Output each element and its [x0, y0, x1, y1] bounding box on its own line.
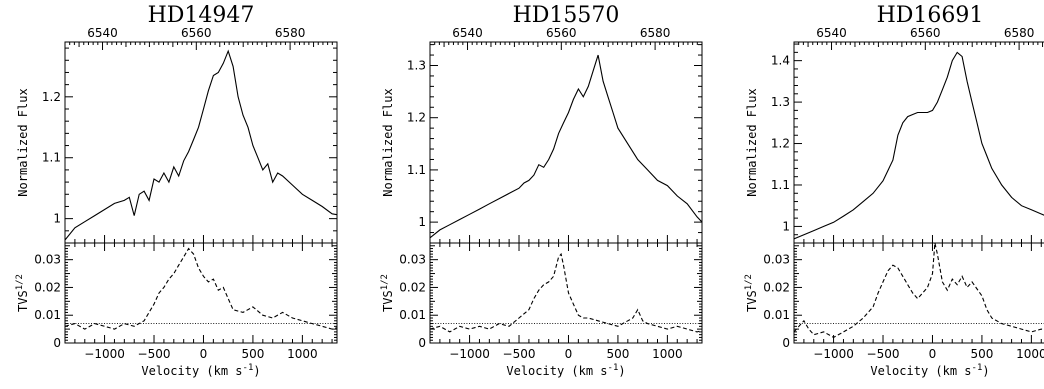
x-tick-label: −500: [138, 347, 171, 361]
y-tick-label: 1: [53, 212, 61, 226]
tvs-tick-label: 0: [418, 336, 426, 350]
flux-line: [65, 49, 337, 241]
x-tick-label: −1000: [84, 347, 125, 361]
y-tick-label: 1.1: [407, 163, 426, 177]
tvs-line: [65, 247, 337, 330]
y-tick-label: 1.2: [42, 90, 61, 104]
y-axis-label: Normalized Flux: [745, 88, 759, 196]
chart-title: HD16691: [877, 3, 984, 28]
y-tick-label: 1.1: [42, 151, 61, 165]
y-tick-label: 1: [782, 219, 790, 233]
x-tick-label: 0: [929, 347, 937, 361]
x-tick-label: 0: [200, 347, 208, 361]
upper-plot-frame: [64, 41, 338, 244]
tvs-line: [794, 243, 1044, 339]
upper-plot-frame: [429, 41, 703, 244]
x-tick-label: −1000: [813, 347, 854, 361]
y-axis-label: Normalized Flux: [16, 88, 30, 196]
x-tick-label: −500: [503, 347, 536, 361]
x-tick-label: 1000: [1016, 347, 1044, 361]
tvs-tick-label: 0.03: [34, 253, 61, 267]
top-tick-label: 6540: [816, 26, 847, 40]
top-tick-label: 6540: [87, 26, 118, 40]
x-tick-label: 1000: [287, 347, 318, 361]
y-tick-label: 1.1: [771, 178, 790, 192]
y-tick-label: 1.3: [407, 58, 426, 72]
x-axis-label: Velocity (km s-1): [506, 363, 625, 378]
lower-plot-frame: [793, 242, 1044, 344]
lower-plot-frame: [429, 242, 703, 344]
y-tick-label: 1.2: [407, 111, 426, 125]
top-tick-label: 6540: [452, 26, 483, 40]
y-axis-label: Normalized Flux: [381, 88, 395, 196]
tvs-tick-label: 0: [782, 336, 790, 350]
tvs-tick-label: 0.03: [763, 253, 790, 267]
tvs-tick-label: 0.01: [399, 308, 426, 322]
x-axis-label: Velocity (km s-1): [870, 363, 989, 378]
chart-title: HD14947: [148, 3, 255, 28]
tvs-axis-label: TVS1/2: [380, 274, 395, 312]
top-tick-label: 6580: [275, 26, 306, 40]
x-axis-label: Velocity (km s-1): [141, 363, 260, 378]
x-tick-label: −500: [867, 347, 900, 361]
chart-panel-2: HD15570 6540 6560 6580 −1000 −500 0 500 1000 1 1.1…: [380, 3, 703, 378]
x-tick-label: 500: [970, 347, 993, 361]
y-tick-label: 1.3: [771, 95, 790, 109]
tvs-tick-label: 0.02: [763, 280, 790, 294]
chart-panel-3: HD16691 6540 6560 6580 −1000 −500 0 500 1000 1 1.1…: [744, 3, 1044, 378]
x-tick-label: 0: [565, 347, 573, 361]
top-tick-label: 6580: [1004, 26, 1035, 40]
upper-plot-frame: [793, 41, 1044, 244]
flux-line: [794, 51, 1044, 240]
top-tick-label: 6560: [910, 26, 941, 40]
tvs-tick-label: 0: [53, 336, 61, 350]
tvs-tick-label: 0.02: [34, 280, 61, 294]
tvs-tick-label: 0.03: [399, 253, 426, 267]
x-tick-label: −1000: [449, 347, 490, 361]
tvs-line: [430, 252, 702, 333]
lower-plot-frame: [64, 242, 338, 344]
top-tick-label: 6560: [546, 26, 577, 40]
x-tick-label: 1000: [652, 347, 683, 361]
tvs-tick-label: 0.02: [399, 280, 426, 294]
tvs-axis-label: TVS1/2: [744, 274, 759, 312]
chart-title: HD15570: [513, 3, 620, 28]
chart-panel-1: HD14947 6540 6560 6580 −1000 −500 0 500 1000 1 1.1…: [15, 3, 338, 378]
x-tick-label: 500: [241, 347, 264, 361]
y-tick-label: 1.4: [771, 54, 790, 68]
tvs-axis-label: TVS1/2: [15, 274, 30, 312]
x-tick-label: 500: [606, 347, 629, 361]
flux-line: [430, 54, 702, 239]
y-tick-label: 1: [418, 215, 426, 229]
tvs-tick-label: 0.01: [763, 308, 790, 322]
top-tick-label: 6580: [640, 26, 671, 40]
y-tick-label: 1.2: [771, 137, 790, 151]
top-tick-label: 6560: [181, 26, 212, 40]
tvs-tick-label: 0.01: [34, 308, 61, 322]
